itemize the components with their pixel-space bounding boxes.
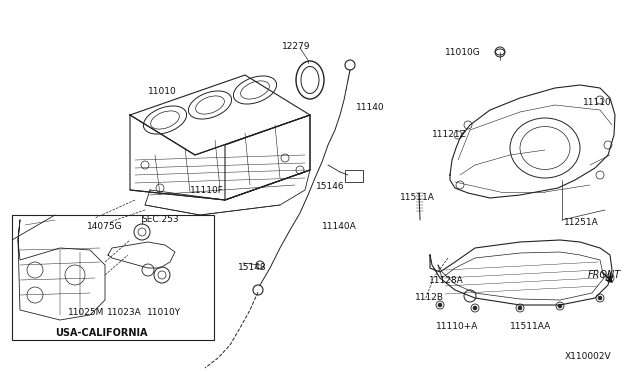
Bar <box>12 215 214 340</box>
Text: 11110: 11110 <box>583 98 612 107</box>
Text: 11511A: 11511A <box>400 193 435 202</box>
Text: 11010Y: 11010Y <box>147 308 181 317</box>
Text: 11025M: 11025M <box>68 308 104 317</box>
Circle shape <box>473 306 477 310</box>
Text: 11010G: 11010G <box>445 48 481 57</box>
Text: 15146: 15146 <box>316 182 344 191</box>
Text: X110002V: X110002V <box>565 352 612 361</box>
Text: FRONT: FRONT <box>588 270 621 280</box>
Text: 11140A: 11140A <box>322 222 356 231</box>
Text: 12279: 12279 <box>282 42 310 51</box>
Text: 11110F: 11110F <box>190 186 224 195</box>
Circle shape <box>598 296 602 300</box>
Text: 11128A: 11128A <box>429 276 464 285</box>
Text: 11010: 11010 <box>148 87 177 96</box>
Text: 11110+A: 11110+A <box>436 322 478 331</box>
Text: 11511AA: 11511AA <box>510 322 551 331</box>
Circle shape <box>438 303 442 307</box>
Text: 11121Z: 11121Z <box>432 130 467 139</box>
Bar <box>345 170 363 182</box>
Circle shape <box>608 276 612 280</box>
Text: 11251A: 11251A <box>564 218 599 227</box>
Text: 15148: 15148 <box>238 263 267 272</box>
Text: SEC.253: SEC.253 <box>141 215 179 224</box>
Text: 1112B: 1112B <box>415 293 444 302</box>
Text: 11140: 11140 <box>356 103 385 112</box>
Circle shape <box>518 306 522 310</box>
Text: USA-CALIFORNIA: USA-CALIFORNIA <box>55 328 147 338</box>
Text: 14075G: 14075G <box>87 222 123 231</box>
Circle shape <box>558 304 562 308</box>
Text: 11023A: 11023A <box>107 308 141 317</box>
